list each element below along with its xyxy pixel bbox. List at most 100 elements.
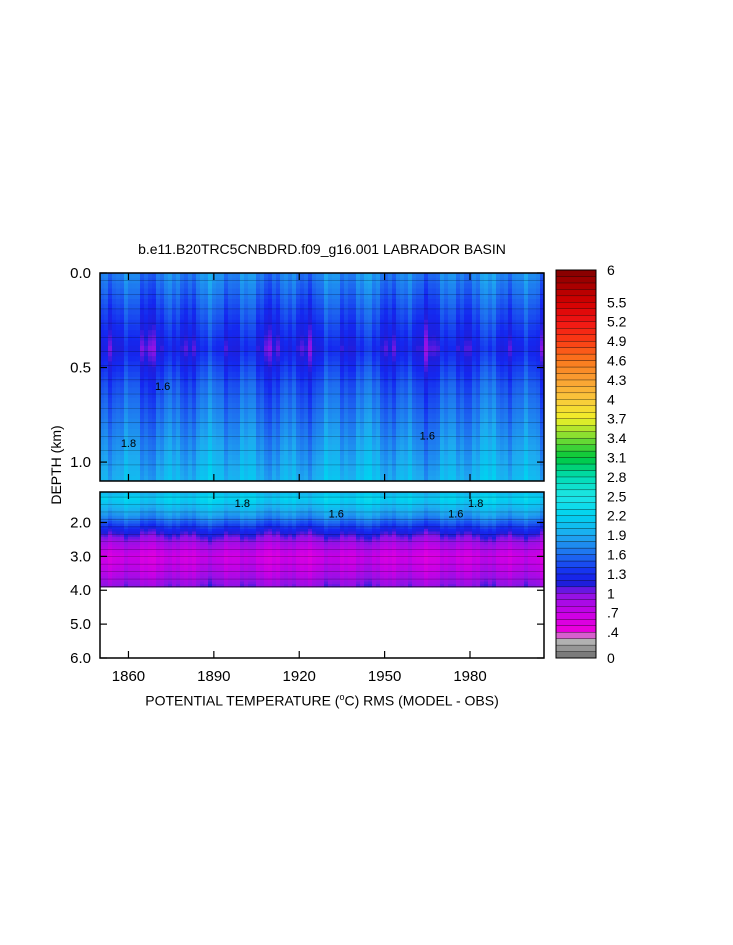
heatmap-cell xyxy=(104,330,109,336)
heatmap-cell xyxy=(156,293,161,300)
heatmap-cell xyxy=(180,330,185,336)
heatmap-cell xyxy=(100,304,105,310)
heatmap-cell xyxy=(132,531,137,535)
heatmap-cell xyxy=(124,542,129,546)
heatmap-cell xyxy=(320,340,325,347)
heatmap-cell xyxy=(484,319,489,326)
heatmap-cell xyxy=(132,526,137,530)
heatmap-cell xyxy=(124,563,129,567)
heatmap-cell xyxy=(304,273,309,279)
heatmap-cell xyxy=(164,403,169,409)
heatmap-cell xyxy=(156,413,161,420)
heatmap-cell xyxy=(120,345,125,352)
heatmap-cell xyxy=(184,465,189,472)
heatmap-cell xyxy=(332,413,337,420)
heatmap-cell xyxy=(376,470,381,477)
heatmap-cell xyxy=(212,288,217,295)
heatmap-cell xyxy=(100,542,105,546)
heatmap-cell xyxy=(280,387,285,394)
heatmap-cell xyxy=(104,403,109,409)
heatmap-cell xyxy=(404,273,409,279)
heatmap-cell xyxy=(496,356,501,362)
heatmap-cell xyxy=(104,439,109,446)
heatmap-cell xyxy=(368,366,373,373)
heatmap-cell xyxy=(324,356,329,362)
heatmap-cell xyxy=(184,460,189,466)
heatmap-cell xyxy=(476,345,481,352)
heatmap-cell xyxy=(244,449,249,456)
heatmap-cell xyxy=(320,356,325,362)
heatmap-cell xyxy=(216,460,221,466)
heatmap-cell xyxy=(300,429,305,435)
heatmap-cell xyxy=(504,299,509,305)
heatmap-cell xyxy=(396,475,401,481)
heatmap-cell xyxy=(532,423,537,430)
heatmap-cell xyxy=(428,278,433,284)
heatmap-cell xyxy=(436,475,441,481)
heatmap-cell xyxy=(212,434,217,440)
heatmap-cell xyxy=(524,460,529,466)
heatmap-cell xyxy=(540,340,544,347)
heatmap-cell xyxy=(356,387,361,394)
heatmap-cell xyxy=(264,429,269,435)
heatmap-cell xyxy=(160,429,165,435)
heatmap-cell xyxy=(280,351,285,357)
heatmap-cell xyxy=(396,304,401,310)
heatmap-cell xyxy=(144,475,149,481)
heatmap-cell xyxy=(428,397,433,404)
heatmap-cell xyxy=(456,288,461,295)
heatmap-cell xyxy=(276,273,281,279)
heatmap-cell xyxy=(100,494,105,498)
heatmap-cell xyxy=(168,423,173,430)
heatmap-cell xyxy=(504,309,509,316)
heatmap-cell xyxy=(384,418,389,425)
heatmap-cell xyxy=(452,351,457,357)
heatmap-cell xyxy=(112,299,117,305)
heatmap-cell xyxy=(348,429,353,435)
heatmap-cell xyxy=(168,397,173,404)
heatmap-cell xyxy=(380,283,385,290)
heatmap-cell xyxy=(164,429,169,435)
heatmap-cell xyxy=(372,335,377,342)
heatmap-cell xyxy=(232,439,237,446)
heatmap-cell xyxy=(356,423,361,430)
heatmap-cell xyxy=(168,273,173,279)
heatmap-cell xyxy=(244,465,249,472)
heatmap-cell xyxy=(424,288,429,295)
heatmap-cell xyxy=(296,293,301,300)
heatmap-cell xyxy=(352,293,357,300)
heatmap-cell xyxy=(128,547,133,551)
heatmap-cell xyxy=(120,434,125,440)
heatmap-cell xyxy=(404,356,409,362)
heatmap-cell xyxy=(360,397,365,404)
heatmap-cell xyxy=(440,382,445,388)
heatmap-cell xyxy=(348,288,353,295)
heatmap-cell xyxy=(352,423,357,430)
heatmap-cell xyxy=(492,330,497,336)
heatmap-cell xyxy=(476,465,481,472)
heatmap-cell xyxy=(148,513,153,517)
heatmap-cell xyxy=(512,434,517,440)
heatmap-cell xyxy=(120,273,125,279)
heatmap-cell xyxy=(172,309,177,316)
heatmap-cell xyxy=(176,465,181,472)
heatmap-cell xyxy=(324,465,329,472)
heatmap-cell xyxy=(476,371,481,378)
heatmap-cell xyxy=(160,314,165,321)
heatmap-cell xyxy=(332,460,337,466)
heatmap-cell xyxy=(420,340,425,347)
heatmap-cell xyxy=(200,434,205,440)
heatmap-cell xyxy=(384,429,389,435)
heatmap-cell xyxy=(256,470,261,477)
heatmap-cell xyxy=(300,288,305,295)
heatmap-cell xyxy=(252,278,257,284)
heatmap-cell xyxy=(476,319,481,326)
heatmap-cell xyxy=(100,552,105,556)
heatmap-cell xyxy=(120,584,125,588)
heatmap-cell xyxy=(152,330,157,336)
heatmap-cell xyxy=(356,356,361,362)
heatmap-cell xyxy=(220,423,225,430)
heatmap-cell xyxy=(528,283,533,290)
heatmap-cell xyxy=(540,330,544,336)
heatmap-cell xyxy=(152,494,157,498)
